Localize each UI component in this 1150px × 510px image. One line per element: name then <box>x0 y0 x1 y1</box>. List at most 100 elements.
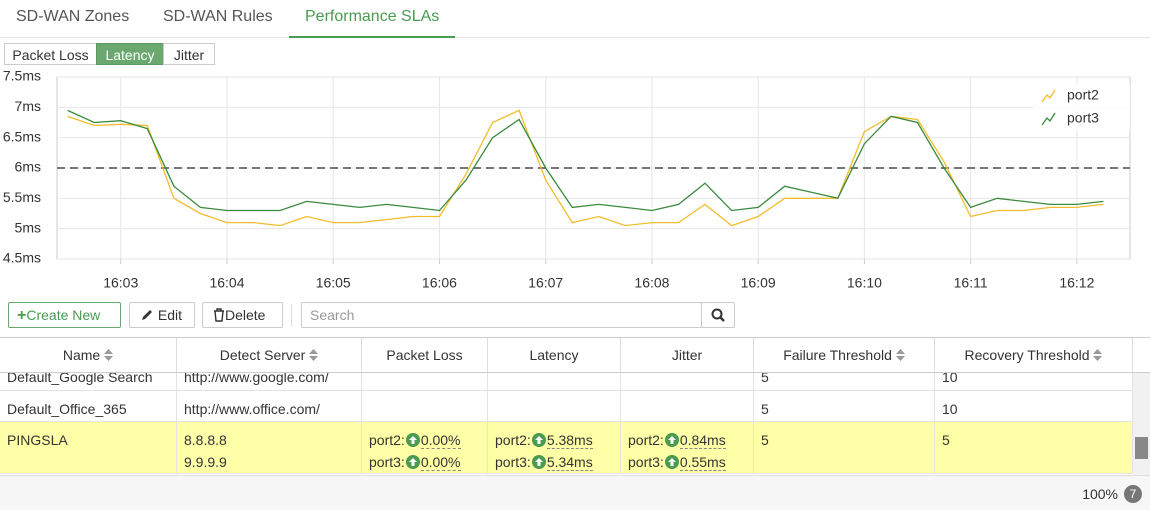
metric-port: port2: <box>369 432 405 448</box>
cell-text: 9.9.9.9 <box>184 454 227 470</box>
column-header[interactable]: Detect Server <box>177 338 362 373</box>
cell-text: Default_Google Search <box>7 373 153 385</box>
delete-button[interactable]: Delete <box>202 302 283 328</box>
column-title: Recovery Threshold <box>964 347 1090 363</box>
cell-text: 5 <box>761 432 769 448</box>
metric-value: 0.00% <box>420 454 461 471</box>
table-cell: 5 <box>754 391 935 421</box>
metric-value: 0.84ms <box>679 432 726 449</box>
delete-icon <box>214 308 224 322</box>
metric-line: port2: 0.00% <box>369 429 487 451</box>
y-tick-label: 5.5ms <box>3 189 41 205</box>
edit-label: Edit <box>157 307 183 323</box>
sort-icon <box>309 349 319 361</box>
sort-icon <box>104 349 114 361</box>
legend-swatch <box>1041 112 1056 126</box>
metric-port: port3: <box>628 454 664 470</box>
table-cell: 5 <box>754 373 935 390</box>
column-header[interactable]: Latency <box>488 338 621 373</box>
y-tick-label: 5ms <box>15 219 41 235</box>
separator <box>291 304 292 326</box>
table-cell <box>621 391 754 421</box>
search-icon <box>711 308 725 322</box>
cell-text: Default_Office_365 <box>7 401 127 417</box>
cell-text: 10 <box>942 373 958 385</box>
table-cell: 10 <box>935 373 1133 390</box>
x-tick-label: 16:06 <box>422 275 457 291</box>
x-tick-label: 16:09 <box>741 275 776 291</box>
tab-underline <box>289 36 455 38</box>
scroll-thumb[interactable] <box>1135 437 1148 459</box>
count-badge: 7 <box>1124 485 1142 503</box>
cell-text: 5 <box>942 432 950 448</box>
metric-line: port3: 0.00% <box>369 451 487 473</box>
metric-value: 5.34ms <box>546 454 593 471</box>
sort-icon <box>895 349 905 361</box>
column-header[interactable]: Name <box>0 338 177 373</box>
tab[interactable]: Performance SLAs <box>305 8 440 25</box>
search-button[interactable] <box>701 302 735 328</box>
x-tick-label: 16:03 <box>103 275 138 291</box>
create-button[interactable]: +Create New <box>8 302 121 328</box>
table-cell: port2: 5.38ms port3: 5.34ms <box>488 422 621 473</box>
status-up-icon <box>531 433 546 447</box>
edit-icon <box>142 310 152 320</box>
table-cell: http://www.google.com/ <box>177 373 362 390</box>
metric-port: port2: <box>495 432 531 448</box>
legend-label: port2 <box>1067 87 1099 103</box>
table-cell: http://www.office.com/ <box>177 391 362 421</box>
legend-label: port3 <box>1067 110 1099 126</box>
create-label: Create New <box>26 307 101 323</box>
metric-value: 0.00% <box>420 432 461 449</box>
cell-text: 8.8.8.8 <box>184 432 227 448</box>
table-cell <box>621 373 754 390</box>
column-title: Detect Server <box>219 347 306 363</box>
chart-button[interactable]: Jitter <box>163 43 215 65</box>
metric-line: port3: 0.55ms <box>628 451 753 473</box>
tab-rule <box>0 37 1150 38</box>
status-up-icon <box>531 455 546 469</box>
table-border <box>0 337 1150 338</box>
cell-text: http://www.google.com/ <box>184 373 329 385</box>
status-up-icon <box>664 433 679 447</box>
search-input[interactable]: Search <box>301 302 702 328</box>
column-header[interactable]: Packet Loss <box>362 338 488 373</box>
table-cell <box>362 373 488 390</box>
edit-button[interactable]: Edit <box>129 302 195 328</box>
x-tick-label: 16:04 <box>209 275 244 291</box>
tab[interactable]: SD-WAN Rules <box>163 8 273 25</box>
table-row[interactable]: Default_Office_365 http://www.office.com/… <box>0 391 1133 422</box>
series-line <box>67 109 1104 227</box>
y-tick-label: 7ms <box>15 98 41 114</box>
legend <box>1033 84 1130 130</box>
y-tick-label: 7.5ms <box>3 68 41 84</box>
metric-value: 0.55ms <box>679 454 726 471</box>
table-cell: port2: 0.00% port3: 0.00% <box>362 422 488 473</box>
scrollbar[interactable] <box>1133 373 1150 475</box>
status-up-icon <box>405 433 420 447</box>
status-up-icon <box>405 455 420 469</box>
column-title: Name <box>62 347 101 363</box>
y-tick-label: 6.5ms <box>3 128 41 144</box>
chart-button[interactable]: Packet Loss <box>4 43 97 65</box>
column-header[interactable]: Recovery Threshold <box>935 338 1133 373</box>
x-tick-label: 16:11 <box>954 275 988 291</box>
y-tick-label: 4.5ms <box>3 250 41 266</box>
column-header[interactable]: Jitter <box>621 338 754 373</box>
table-cell: 8.8.8.8 9.9.9.9 <box>177 422 362 473</box>
footer: 100% 7 <box>0 475 1150 510</box>
metric-port: port2: <box>628 432 664 448</box>
tab[interactable]: SD-WAN Zones <box>16 8 130 25</box>
x-tick-label: 16:05 <box>316 275 351 291</box>
cell-text: 10 <box>942 401 958 417</box>
column-header[interactable]: Failure Threshold <box>754 338 935 373</box>
table-row[interactable]: PINGSLA 8.8.8.8 9.9.9.9 port2: 0.00% port3: 0.… <box>0 422 1133 474</box>
table-cell: Default_Office_365 <box>0 391 177 421</box>
metric-value: 5.38ms <box>546 432 593 449</box>
metric-port: port3: <box>369 454 405 470</box>
metric-port: port3: <box>495 454 531 470</box>
table-row[interactable]: Default_Google Search http://www.google.c… <box>0 373 1133 391</box>
x-tick-label: 16:12 <box>1059 275 1094 291</box>
x-tick-label: 16:10 <box>847 275 882 291</box>
cell-text: http://www.office.com/ <box>184 401 320 417</box>
